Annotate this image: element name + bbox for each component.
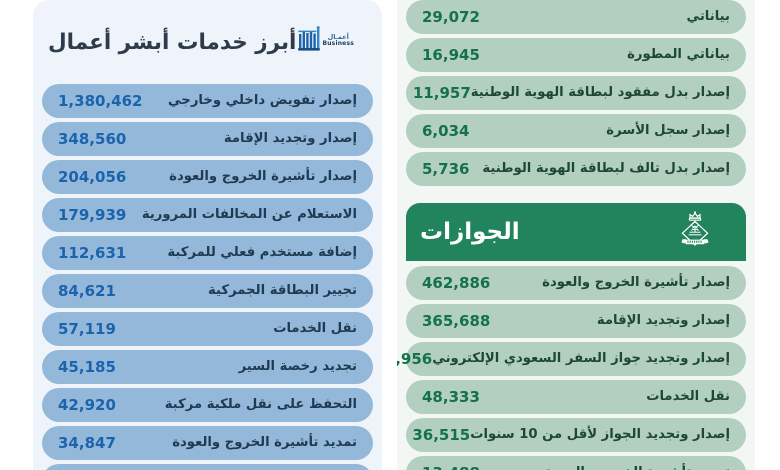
absher-service-value: 42,920 bbox=[58, 395, 116, 414]
passports-service-row[interactable]: إصدار وتجديد الجواز لأقل من 10 سنوات 36,5… bbox=[406, 418, 746, 452]
absher-service-label: التحفظ على نقل ملكية مركبة bbox=[164, 397, 357, 413]
absher-service-value: 179,939 bbox=[58, 205, 127, 224]
absher-business-logo: أعمـال Business bbox=[296, 26, 357, 56]
absher-service-label: تجديد رخصة السير bbox=[238, 359, 357, 375]
brand-english-label: Business bbox=[322, 40, 354, 48]
government-services-panel: بياناتي 29,072 بياناتي المطورة 16,945 إصدار … bbox=[397, 0, 755, 470]
passports-service-label: إصدار وتجديد الإقامة bbox=[596, 313, 730, 329]
left-panel-header: أعمـال Business bbox=[42, 0, 373, 84]
absher-service-value: 1,380,462 bbox=[58, 91, 143, 110]
absher-service-value: 348,560 bbox=[58, 129, 127, 148]
right-panel-divider bbox=[406, 190, 746, 203]
saudi-passports-emblem-icon bbox=[676, 209, 720, 255]
passports-service-value: 48,333 bbox=[422, 387, 480, 406]
absher-service-value: 57,119 bbox=[58, 319, 116, 338]
civil-affairs-service-value: 11,957 bbox=[412, 83, 471, 102]
passports-service-row[interactable]: إصدار وتجديد جواز السفر السعودي الإلكترو… bbox=[397, 342, 746, 376]
absher-business-panel: أعمـال Business bbox=[33, 0, 382, 470]
absher-service-value: 34,847 bbox=[58, 433, 116, 452]
absher-service-value: 112,631 bbox=[58, 243, 127, 262]
absher-service-label: نقل الخدمات bbox=[273, 321, 357, 337]
civil-affairs-service-value: 16,945 bbox=[422, 45, 480, 64]
civil-affairs-services-list: بياناتي 29,072 بياناتي المطورة 16,945 إصدار … bbox=[406, 0, 746, 186]
civil-affairs-service-label: إصدار بدل تالف لبطاقة الهوية الوطنية bbox=[482, 161, 730, 177]
passports-service-row[interactable]: إصدار تأشيرة الخروج والعودة 462,886 bbox=[406, 266, 746, 300]
passports-service-value: 365,688 bbox=[422, 311, 491, 330]
brand-wordmark: أعمـال Business bbox=[322, 34, 354, 47]
absher-service-label: تجيير البطاقة الجمركية bbox=[208, 283, 357, 299]
absher-service-row[interactable]: تجيير البطاقة الجمركية 84,621 bbox=[42, 274, 373, 308]
absher-services-list: إصدار تفويض داخلي وخارجي 1,380,462 إصدار و… bbox=[42, 84, 373, 470]
passports-service-value: 13,488 bbox=[422, 465, 480, 470]
absher-service-row[interactable]: تجديد رخصة السير 45,185 bbox=[42, 350, 373, 384]
absher-service-row[interactable]: الاستعلام عن المخالفات المرورية 179,939 bbox=[42, 198, 373, 232]
civil-affairs-service-value: 6,034 bbox=[422, 121, 470, 140]
absher-service-label: تمديد تأشيرة الخروج والعودة bbox=[172, 435, 357, 451]
absher-logo-icon bbox=[296, 26, 322, 56]
absher-service-value: 84,621 bbox=[58, 281, 116, 300]
passports-service-value: 36,515 bbox=[412, 425, 471, 444]
absher-service-row[interactable]: إذن إصلاح مركبة للمنشآت20,099 bbox=[42, 464, 373, 470]
absher-service-row[interactable]: نقل الخدمات 57,119 bbox=[42, 312, 373, 346]
civil-affairs-service-row[interactable]: إصدار بدل تالف لبطاقة الهوية الوطنية 5,73… bbox=[406, 152, 746, 186]
absher-service-value: 45,185 bbox=[58, 357, 116, 376]
passports-service-label: إصدار تأشيرة الخروج والعودة bbox=[542, 275, 730, 291]
absher-service-label: إصدار تأشيرة الخروج والعودة bbox=[169, 169, 357, 185]
absher-service-row[interactable]: إصدار تفويض داخلي وخارجي 1,380,462 bbox=[42, 84, 373, 118]
absher-service-row[interactable]: إصدار تأشيرة الخروج والعودة 204,056 bbox=[42, 160, 373, 194]
civil-affairs-service-label: بياناتي المطورة bbox=[627, 47, 730, 63]
civil-affairs-service-row[interactable]: إصدار بدل مفقود لبطاقة الهوية الوطنية 11,… bbox=[406, 76, 746, 110]
civil-affairs-service-row[interactable]: بياناتي 29,072 bbox=[406, 0, 746, 34]
absher-service-label: إصدار تفويض داخلي وخارجي bbox=[167, 93, 357, 109]
passports-service-row[interactable]: تمديد تأشيرة الخروج والعودة 13,488 bbox=[406, 456, 746, 470]
passports-service-row[interactable]: نقل الخدمات 48,333 bbox=[406, 380, 746, 414]
absher-service-value: 204,056 bbox=[58, 167, 127, 186]
passports-section-header: الجوازات bbox=[406, 203, 746, 261]
absher-service-label: إصدار وتجديد الإقامة bbox=[223, 131, 357, 147]
absher-service-row[interactable]: إضافة مستخدم فعلي للمركبة 112,631 bbox=[42, 236, 373, 270]
absher-service-label: إضافة مستخدم فعلي للمركبة bbox=[167, 245, 357, 261]
civil-affairs-service-label: إصدار بدل مفقود لبطاقة الهوية الوطنية bbox=[470, 85, 730, 101]
absher-service-row[interactable]: التحفظ على نقل ملكية مركبة 42,920 bbox=[42, 388, 373, 422]
absher-service-row[interactable]: إصدار وتجديد الإقامة 348,560 bbox=[42, 122, 373, 156]
absher-service-row[interactable]: تمديد تأشيرة الخروج والعودة 34,847 bbox=[42, 426, 373, 460]
brand-arabic-label: أعمـال bbox=[327, 33, 349, 42]
passports-service-label: تمديد تأشيرة الخروج والعودة bbox=[545, 466, 730, 470]
civil-affairs-service-label: إصدار سجل الأسرة bbox=[606, 123, 730, 139]
civil-affairs-service-value: 5,736 bbox=[422, 159, 470, 178]
absher-service-label: الاستعلام عن المخالفات المرورية bbox=[141, 207, 357, 223]
passports-service-label: إصدار وتجديد الجواز لأقل من 10 سنوات bbox=[470, 427, 730, 443]
civil-affairs-service-row[interactable]: بياناتي المطورة 16,945 bbox=[406, 38, 746, 72]
passports-services-list: إصدار تأشيرة الخروج والعودة 462,886 إصدار … bbox=[397, 266, 746, 470]
civil-affairs-service-label: بياناتي bbox=[686, 9, 730, 25]
passports-service-value: 150,956 bbox=[397, 349, 433, 368]
civil-affairs-service-value: 29,072 bbox=[422, 7, 480, 26]
passports-service-value: 462,886 bbox=[422, 273, 491, 292]
civil-affairs-service-row[interactable]: إصدار سجل الأسرة 6,034 bbox=[406, 114, 746, 148]
passports-service-row[interactable]: إصدار وتجديد الإقامة 365,688 bbox=[406, 304, 746, 338]
left-panel-title: أبرز خدمات أبشر أعمال bbox=[47, 30, 297, 56]
passports-section-title: الجوازات bbox=[420, 218, 520, 245]
passports-service-label: نقل الخدمات bbox=[646, 389, 730, 405]
passports-service-label: إصدار وتجديد جواز السفر السعودي الإلكترو… bbox=[432, 351, 730, 367]
